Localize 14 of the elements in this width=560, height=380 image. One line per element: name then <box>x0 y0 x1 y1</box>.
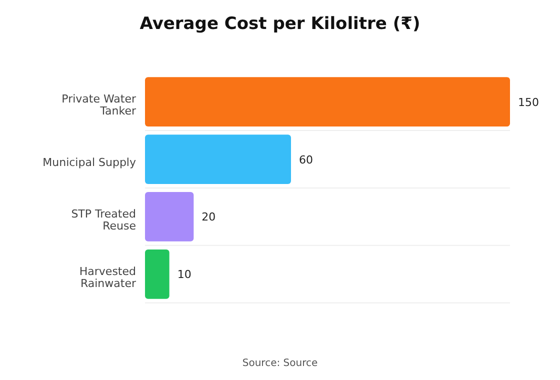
bar <box>145 192 194 242</box>
y-tick-label: Private Water Tanker <box>62 92 136 118</box>
bar <box>145 249 170 299</box>
data-label: 60 <box>299 153 313 166</box>
chart-title: Average Cost per Kilolitre (₹) <box>140 14 420 34</box>
source-note: Source: Source <box>242 358 318 369</box>
y-tick-label: STP Treated Reuse <box>71 208 136 233</box>
data-label: 150 <box>518 96 539 109</box>
y-tick-label: Municipal Supply <box>42 156 136 170</box>
bar <box>145 134 291 184</box>
data-label: 10 <box>177 268 192 282</box>
bar <box>145 77 510 127</box>
y-tick-label: Harvested Rainwater <box>79 265 136 290</box>
data-label: 20 <box>202 210 216 224</box>
